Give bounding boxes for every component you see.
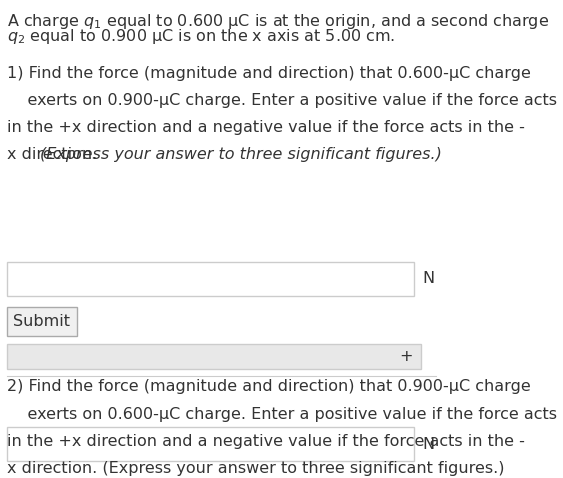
- Text: N: N: [423, 437, 435, 452]
- FancyBboxPatch shape: [7, 262, 414, 296]
- Text: x direction. (Express your answer to three significant figures.): x direction. (Express your answer to thr…: [7, 461, 504, 476]
- Text: Submit: Submit: [13, 314, 70, 329]
- Text: (Express your answer to three significant figures.): (Express your answer to three significan…: [40, 147, 442, 163]
- FancyBboxPatch shape: [7, 307, 77, 336]
- Text: in the +x direction and a negative value if the force acts in the -: in the +x direction and a negative value…: [7, 434, 525, 449]
- Text: +: +: [399, 349, 413, 364]
- Text: A charge $q_1$ equal to 0.600 μC is at the origin, and a second charge: A charge $q_1$ equal to 0.600 μC is at t…: [7, 12, 549, 31]
- Text: exerts on 0.900-μC charge. Enter a positive value if the force acts: exerts on 0.900-μC charge. Enter a posit…: [7, 93, 557, 108]
- Text: 2) Find the force (magnitude and direction) that 0.900-μC charge: 2) Find the force (magnitude and directi…: [7, 380, 530, 394]
- FancyBboxPatch shape: [7, 344, 421, 369]
- Text: 1) Find the force (magnitude and direction) that 0.600-μC charge: 1) Find the force (magnitude and directi…: [7, 66, 530, 81]
- Text: x direction.: x direction.: [7, 147, 102, 163]
- Text: $q_2$ equal to 0.900 μC is on the x axis at 5.00 cm.: $q_2$ equal to 0.900 μC is on the x axis…: [7, 27, 395, 46]
- Text: N: N: [423, 272, 435, 286]
- FancyBboxPatch shape: [7, 427, 414, 461]
- Text: exerts on 0.600-μC charge. Enter a positive value if the force acts: exerts on 0.600-μC charge. Enter a posit…: [7, 407, 557, 422]
- Text: in the +x direction and a negative value if the force acts in the -: in the +x direction and a negative value…: [7, 120, 525, 135]
